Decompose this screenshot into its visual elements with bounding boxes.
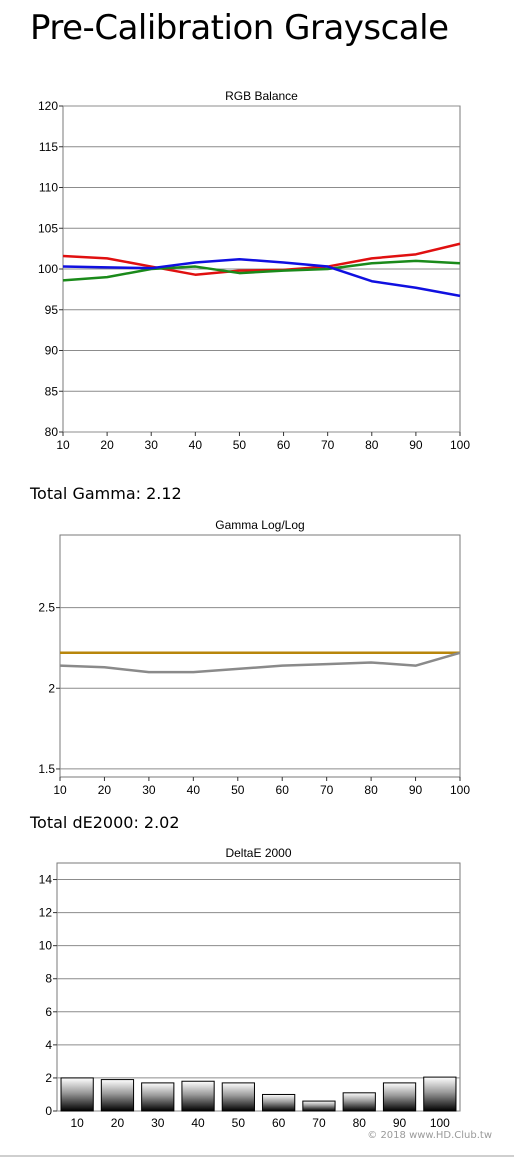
x-tick-label: 50 bbox=[231, 783, 245, 797]
rgb-balance-chart: RGB Balance 80 85 90 95 100 105 110 115 120 10 20 30… bbox=[38, 89, 470, 452]
x-tick-label: 20 bbox=[100, 438, 114, 452]
x-tick-label: 90 bbox=[409, 783, 423, 797]
series-line-0 bbox=[62, 242, 461, 276]
x-tick-label: 10 bbox=[70, 1116, 84, 1130]
y-tick-label: 105 bbox=[38, 221, 58, 235]
y-tick-label: 120 bbox=[38, 99, 58, 113]
x-tick-label: 40 bbox=[189, 438, 203, 452]
x-tick-label: 100 bbox=[450, 438, 470, 452]
bar bbox=[181, 1080, 215, 1112]
y-tick-label: 95 bbox=[45, 303, 59, 317]
x-tick-label: 100 bbox=[450, 783, 470, 797]
watermark-text: © 2018 www.HD.Club.tw bbox=[367, 1130, 492, 1141]
x-tick-label: 30 bbox=[151, 1116, 165, 1130]
x-tick-label: 70 bbox=[320, 783, 334, 797]
bar bbox=[221, 1082, 255, 1112]
y-tick-label: 14 bbox=[39, 873, 53, 887]
x-tick-label: 10 bbox=[56, 438, 70, 452]
chart-title: DeltaE 2000 bbox=[225, 846, 291, 860]
bar bbox=[100, 1079, 135, 1112]
x-tick-label: 30 bbox=[142, 783, 156, 797]
x-tick-label: 80 bbox=[353, 1116, 367, 1130]
y-tick-label: 10 bbox=[39, 939, 53, 953]
x-tick-label: 50 bbox=[233, 438, 247, 452]
series-line-1 bbox=[62, 259, 461, 282]
x-tick-label: 60 bbox=[277, 438, 291, 452]
x-tick-label: 60 bbox=[272, 1116, 286, 1130]
x-tick-label: 70 bbox=[321, 438, 335, 452]
plot-area bbox=[59, 534, 461, 778]
deltae-2000-chart: DeltaE 2000 0 2 4 6 8 10 12 14 10 20 30 40 50 60 70 80 90… bbox=[39, 846, 461, 1130]
series-line-2 bbox=[62, 257, 461, 298]
y-tick-label: 90 bbox=[45, 344, 59, 358]
x-tick-label: 30 bbox=[145, 438, 159, 452]
y-tick-label: 12 bbox=[39, 906, 53, 920]
y-tick-label: 0 bbox=[45, 1104, 52, 1118]
y-tick-label: 115 bbox=[39, 140, 58, 154]
y-tick-label: 8 bbox=[45, 972, 52, 986]
x-tick-label: 60 bbox=[276, 783, 290, 797]
bar bbox=[262, 1093, 296, 1112]
bar bbox=[423, 1076, 457, 1112]
bar bbox=[342, 1092, 376, 1112]
y-tick-label: 2 bbox=[48, 681, 55, 695]
y-tick-label: 2.5 bbox=[38, 601, 55, 615]
x-tick-label: 80 bbox=[364, 783, 378, 797]
x-tick-label: 20 bbox=[98, 783, 112, 797]
total-de2000-label: Total dE2000: 2.02 bbox=[30, 813, 180, 832]
chart-title: Gamma Log/Log bbox=[215, 518, 304, 532]
bar bbox=[141, 1082, 175, 1112]
page-title: Pre-Calibration Grayscale bbox=[30, 8, 449, 48]
series-line-1 bbox=[59, 651, 461, 674]
x-tick-label: 10 bbox=[53, 783, 67, 797]
x-tick-label: 40 bbox=[191, 1116, 205, 1130]
bottom-divider bbox=[0, 1155, 514, 1157]
gamma-log-log-chart: Gamma Log/Log 1.5 2 2.5 10 20 30 40 50 60 70 80 90 10… bbox=[38, 518, 470, 797]
y-tick-label: 4 bbox=[45, 1038, 52, 1052]
y-tick-label: 6 bbox=[45, 1005, 52, 1019]
total-gamma-label: Total Gamma: 2.12 bbox=[30, 484, 182, 503]
x-tick-label: 70 bbox=[312, 1116, 326, 1130]
bar bbox=[60, 1077, 94, 1112]
x-tick-label: 50 bbox=[232, 1116, 246, 1130]
x-tick-label: 90 bbox=[409, 438, 423, 452]
y-tick-label: 85 bbox=[45, 384, 59, 398]
x-tick-label: 100 bbox=[430, 1116, 450, 1130]
y-tick-label: 100 bbox=[38, 262, 58, 276]
x-tick-label: 40 bbox=[187, 783, 201, 797]
bar bbox=[382, 1082, 417, 1112]
y-tick-label: 80 bbox=[45, 425, 59, 439]
plot-area bbox=[56, 862, 461, 1112]
x-tick-label: 80 bbox=[365, 438, 379, 452]
y-tick-label: 2 bbox=[45, 1071, 52, 1085]
x-tick-label: 90 bbox=[393, 1116, 407, 1130]
y-tick-label: 1.5 bbox=[38, 762, 55, 776]
x-tick-label: 20 bbox=[111, 1116, 125, 1130]
bar bbox=[302, 1100, 336, 1112]
chart-title: RGB Balance bbox=[225, 89, 298, 103]
y-tick-label: 110 bbox=[39, 181, 58, 195]
